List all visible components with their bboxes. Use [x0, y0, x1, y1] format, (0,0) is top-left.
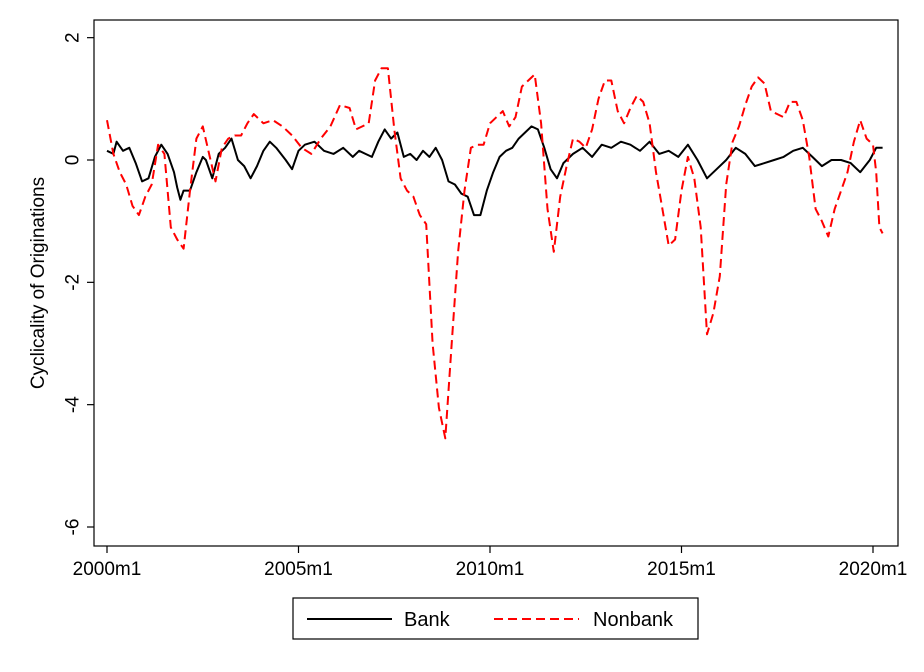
x-tick-label: 2015m1 — [647, 559, 716, 580]
y-axis-title: Cyclicality of Originations — [28, 177, 49, 389]
y-tick-label: -2 — [63, 274, 84, 291]
y-tick-label: 0 — [63, 155, 84, 166]
series-layer — [106, 67, 884, 440]
plot-area — [93, 19, 899, 547]
x-tick-label: 2010m1 — [456, 559, 525, 580]
y-axis: 2 0 -2 -4 -6 — [63, 32, 94, 535]
x-axis: 2000m1 2005m1 2010m1 2015m1 2020m1 — [73, 546, 908, 580]
series-line-nonbank — [106, 67, 884, 440]
x-tick-label: 2005m1 — [264, 559, 333, 580]
y-tick-label: -6 — [63, 519, 84, 536]
legend-label-nonbank: Nonbank — [593, 609, 674, 631]
legend: Bank Nonbank — [292, 597, 699, 640]
legend-label-bank: Bank — [404, 609, 451, 631]
x-tick-label: 2000m1 — [73, 559, 142, 580]
y-tick-label: 2 — [63, 32, 84, 43]
series-line-bank — [106, 125, 883, 217]
x-tick-label: 2020m1 — [839, 559, 908, 580]
y-tick-label: -4 — [63, 396, 84, 413]
